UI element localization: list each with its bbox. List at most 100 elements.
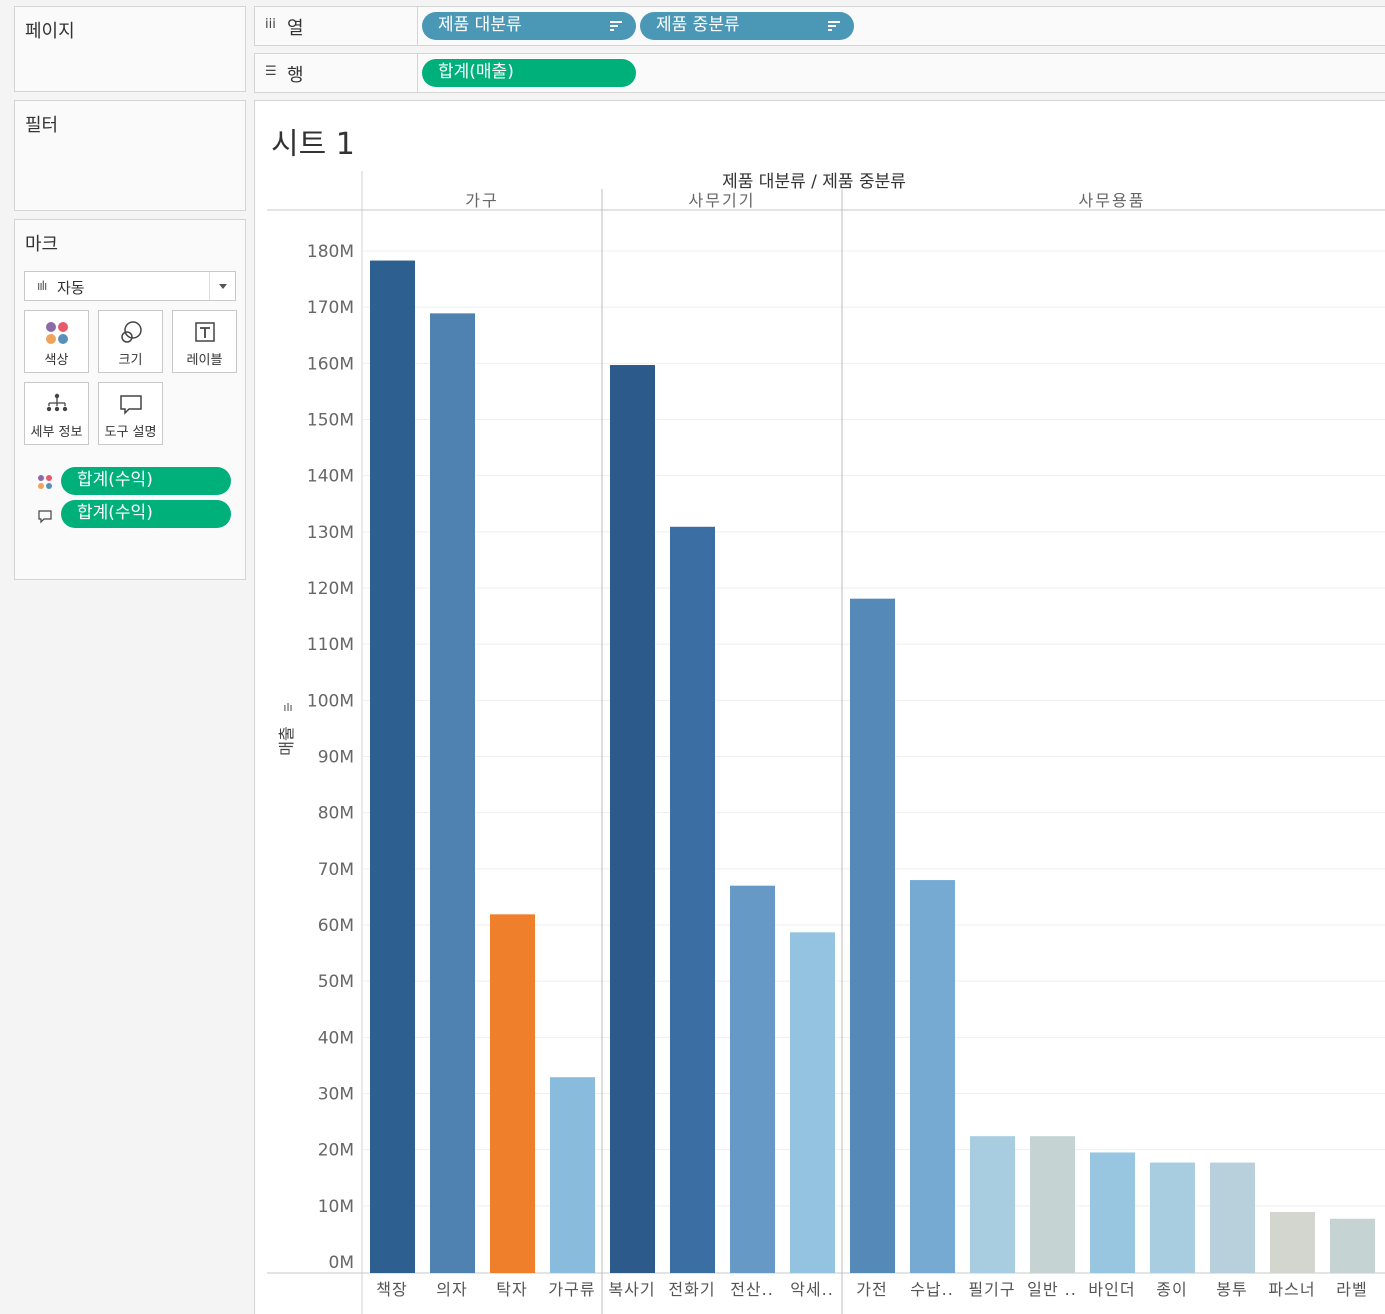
rows-shelf[interactable]: ☰ 행 합계(매출) bbox=[254, 53, 1385, 93]
group-header-label: 사무기기 bbox=[689, 191, 756, 210]
row-pill-sales[interactable]: 합계(매출) bbox=[422, 59, 636, 87]
pages-panel[interactable]: 페이지 bbox=[14, 6, 246, 92]
marks-title: 마크 bbox=[25, 234, 59, 255]
header-title: 제품 대분류 / 제품 중분류 bbox=[722, 172, 906, 192]
filters-panel[interactable]: 필터 bbox=[14, 100, 246, 211]
y-tick-label: 100M bbox=[307, 691, 354, 711]
x-tick-label: 가구류 bbox=[548, 1280, 595, 1299]
bar[interactable] bbox=[730, 885, 775, 1273]
label-card[interactable]: 레이블 bbox=[172, 310, 237, 373]
label-card-label: 레이블 bbox=[186, 353, 223, 368]
bar[interactable] bbox=[610, 365, 655, 1274]
y-tick-label: 160M bbox=[307, 354, 354, 374]
marks-tooltip-pill[interactable]: 합계(수익) bbox=[61, 500, 231, 528]
x-tick-label: 악세.. bbox=[790, 1280, 834, 1299]
rows-icon: ☰ bbox=[265, 64, 277, 79]
bar-chart: 제품 대분류 / 제품 중분류 0M 10M 20M 30M 40M 50M 60M 70M 80… bbox=[267, 171, 1385, 1314]
bar-chart-icon: ıılı bbox=[37, 279, 47, 293]
y-tick-label: 90M bbox=[318, 748, 354, 768]
bar[interactable] bbox=[430, 313, 475, 1274]
x-tick-label: 필기구 bbox=[968, 1280, 1015, 1299]
y-tick-label: 40M bbox=[318, 1028, 354, 1048]
columns-shelf[interactable]: iii 열 제품 대분류 제품 중분류 bbox=[254, 6, 1385, 46]
size-icon bbox=[120, 321, 142, 343]
columns-shelf-label-area: iii 열 bbox=[255, 7, 418, 45]
bar[interactable] bbox=[1210, 1162, 1255, 1273]
y-tick-label: 20M bbox=[318, 1141, 354, 1161]
bar[interactable] bbox=[550, 1077, 595, 1273]
x-tick-label: 복사기 bbox=[608, 1280, 655, 1299]
y-axis-label: 매출 bbox=[277, 726, 296, 755]
y-tick-label: 110M bbox=[307, 635, 354, 655]
columns-shelf-label: 열 bbox=[287, 18, 304, 39]
marks-color-pill[interactable]: 합계(수익) bbox=[61, 467, 231, 495]
y-tick-label: 30M bbox=[318, 1085, 354, 1105]
column-pill-subcategory-label: 제품 중분류 bbox=[656, 15, 740, 35]
tooltip-small-icon bbox=[38, 510, 52, 524]
group-header-label: 사무용품 bbox=[1079, 191, 1146, 210]
tooltip-card-label: 도구 설명 bbox=[104, 425, 157, 440]
x-tick-label: 전산.. bbox=[730, 1280, 774, 1299]
y-tick-label: 120M bbox=[307, 579, 354, 599]
filters-title: 필터 bbox=[25, 115, 59, 136]
bar[interactable] bbox=[1090, 1152, 1135, 1273]
mark-type-dropdown[interactable]: ıılı 자동 bbox=[24, 271, 236, 301]
y-tick-label: 180M bbox=[307, 242, 354, 262]
x-tick-label: 바인더 bbox=[1088, 1280, 1135, 1299]
bar[interactable] bbox=[490, 914, 535, 1273]
bar[interactable] bbox=[850, 598, 895, 1273]
axis-bar-icon: ılı bbox=[283, 701, 292, 714]
tooltip-card[interactable]: 도구 설명 bbox=[98, 382, 163, 445]
rows-shelf-label-area: ☰ 행 bbox=[255, 54, 418, 92]
color-icon bbox=[45, 322, 68, 344]
y-tick-label: 150M bbox=[307, 411, 354, 431]
group-header-label: 가구 bbox=[465, 191, 498, 210]
color-card[interactable]: 색상 bbox=[24, 310, 89, 373]
bar[interactable] bbox=[670, 526, 715, 1273]
sort-descending-icon[interactable] bbox=[610, 21, 622, 31]
bar[interactable] bbox=[1030, 1136, 1075, 1273]
bar[interactable] bbox=[1330, 1218, 1375, 1273]
x-tick-label: 전화기 bbox=[668, 1280, 715, 1299]
x-tick-label: 책장 bbox=[376, 1280, 407, 1299]
x-tick-label: 봉투 bbox=[1216, 1280, 1247, 1299]
worksheet-view: 시트 1 제품 대분류 / 제품 중분류 0M 10M 20M 30M 40M 50M 60M… bbox=[254, 100, 1385, 1314]
y-tick-label: 60M bbox=[318, 916, 354, 936]
x-tick-label: 수납.. bbox=[910, 1280, 954, 1299]
x-tick-label: 의자 bbox=[436, 1280, 467, 1299]
text-label-icon bbox=[194, 322, 215, 342]
y-tick-label: 130M bbox=[307, 523, 354, 543]
bar[interactable] bbox=[1270, 1212, 1315, 1273]
y-tick-label: 70M bbox=[318, 860, 354, 880]
marks-panel: 마크 ıılı 자동 색상 크기 레이블 bbox=[14, 219, 246, 580]
size-card[interactable]: 크기 bbox=[98, 310, 163, 373]
column-pill-category[interactable]: 제품 대분류 bbox=[422, 12, 636, 40]
column-pill-subcategory[interactable]: 제품 중분류 bbox=[640, 12, 854, 40]
bar[interactable] bbox=[1150, 1162, 1195, 1273]
speech-bubble-icon bbox=[119, 395, 142, 415]
sort-descending-icon[interactable] bbox=[828, 21, 840, 31]
x-tick-label: 탁자 bbox=[496, 1280, 527, 1299]
bar[interactable] bbox=[790, 932, 835, 1273]
x-tick-label: 라벨 bbox=[1336, 1280, 1367, 1299]
detail-icon bbox=[46, 393, 67, 412]
color-small-icon bbox=[38, 475, 52, 489]
y-tick-label: 80M bbox=[318, 804, 354, 824]
detail-card[interactable]: 세부 정보 bbox=[24, 382, 89, 445]
pages-title: 페이지 bbox=[25, 21, 75, 42]
bar[interactable] bbox=[910, 880, 955, 1273]
rows-shelf-label: 행 bbox=[287, 65, 304, 86]
x-tick-label: 종이 bbox=[1156, 1280, 1187, 1299]
bar[interactable] bbox=[970, 1136, 1015, 1273]
chevron-down-icon[interactable] bbox=[209, 272, 235, 300]
color-card-label: 색상 bbox=[44, 353, 69, 368]
y-tick-label: 10M bbox=[318, 1197, 354, 1217]
bar[interactable] bbox=[370, 260, 415, 1273]
y-tick-label: 140M bbox=[307, 467, 354, 487]
sheet-title: 시트 1 bbox=[271, 127, 355, 162]
x-tick-label: 파스너 bbox=[1268, 1280, 1315, 1299]
size-card-label: 크기 bbox=[118, 353, 143, 368]
detail-card-label: 세부 정보 bbox=[30, 425, 83, 440]
x-tick-label: 가전 bbox=[856, 1280, 887, 1299]
y-tick-label: 0M bbox=[329, 1253, 354, 1273]
